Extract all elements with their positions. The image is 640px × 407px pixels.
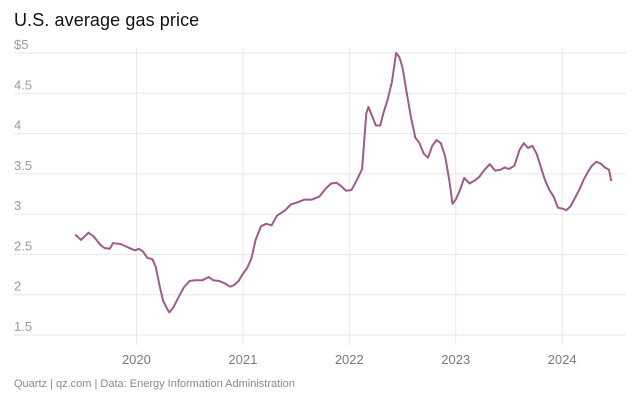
x-tick-label: 2021 xyxy=(228,352,257,367)
grid xyxy=(14,48,626,345)
series-line-gas-price xyxy=(74,52,613,314)
x-axis-ticks: 2020 2021 2022 2023 2024 xyxy=(122,352,577,367)
x-tick-label: 2024 xyxy=(548,352,577,367)
y-tick-label: 4 xyxy=(14,118,21,133)
y-tick-label: 4.5 xyxy=(14,77,32,92)
chart-title: U.S. average gas price xyxy=(14,10,200,30)
y-tick-label: 2 xyxy=(14,279,21,294)
y-tick-label: 3 xyxy=(14,198,21,213)
x-tick-label: 2022 xyxy=(335,352,364,367)
y-axis-ticks: 1.5 2 2.5 3 3.5 4 4.5 $5 xyxy=(14,37,32,334)
x-tick-label: 2023 xyxy=(441,352,470,367)
y-tick-label: 1.5 xyxy=(14,319,32,334)
source-note: Quartz | qz.com | Data: Energy Informati… xyxy=(14,378,295,390)
series-layer xyxy=(74,52,613,314)
y-tick-label: 2.5 xyxy=(14,238,32,253)
x-tick-label: 2020 xyxy=(122,352,151,367)
y-tick-label: 3.5 xyxy=(14,158,32,173)
y-tick-label: $5 xyxy=(14,37,28,52)
